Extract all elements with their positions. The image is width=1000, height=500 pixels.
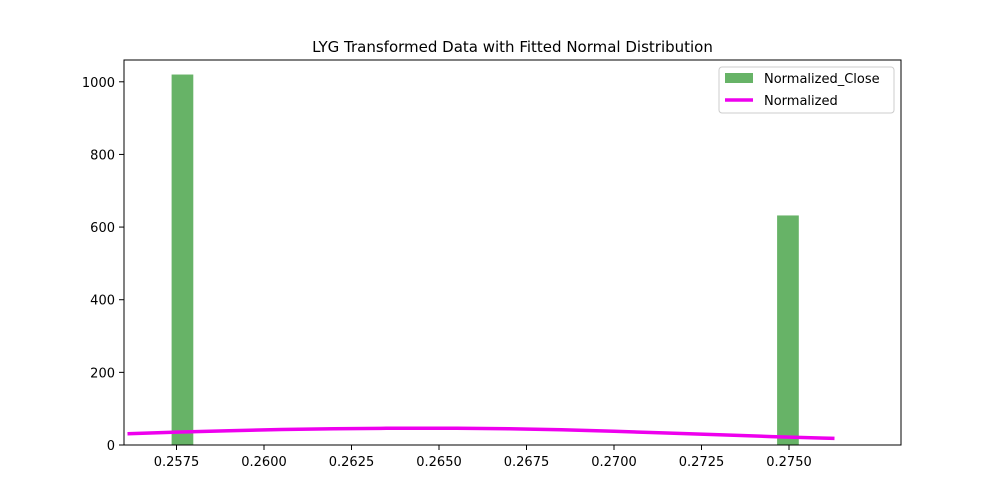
x-tick-label: 0.2625 (329, 455, 375, 470)
x-tick-label: 0.2650 (416, 455, 462, 470)
histogram-bar-1 (171, 74, 194, 445)
x-tick-label: 0.2600 (241, 455, 287, 470)
x-tick-label: 0.2700 (591, 455, 637, 470)
y-axis: 0 200 400 600 800 1000 (82, 76, 124, 454)
y-tick-label: 0 (107, 439, 115, 454)
normal-curve-group (127, 426, 835, 441)
legend-box (718, 66, 895, 114)
x-tick-label: 0.2725 (679, 455, 725, 470)
y-tick-label: 400 (90, 294, 115, 309)
histogram-bar-2 (777, 215, 799, 445)
legend-label-normalized: Normalized (764, 94, 838, 109)
y-tick-label: 600 (90, 221, 115, 236)
y-tick-label: 200 (90, 366, 115, 381)
x-axis: 0.2575 0.2600 0.2625 0.2650 0.2675 0.2700 0.27… (154, 445, 812, 470)
histogram-bars (171, 74, 799, 445)
y-tick-label: 800 (90, 148, 115, 163)
normal-fit-curve (127, 426, 835, 441)
x-tick-label: 0.2675 (504, 455, 550, 470)
legend: Normalized_Close Normalized (718, 66, 895, 114)
x-tick-label: 0.2575 (154, 455, 200, 470)
plot-frame (123, 59, 902, 446)
chart-title: LYG Transformed Data with Fitted Normal … (312, 38, 713, 56)
x-tick-label: 0.2750 (766, 455, 812, 470)
y-tick-label: 1000 (82, 76, 115, 91)
legend-label-normalized-close: Normalized_Close (764, 72, 880, 87)
legend-swatch-normalized-close (725, 73, 753, 83)
